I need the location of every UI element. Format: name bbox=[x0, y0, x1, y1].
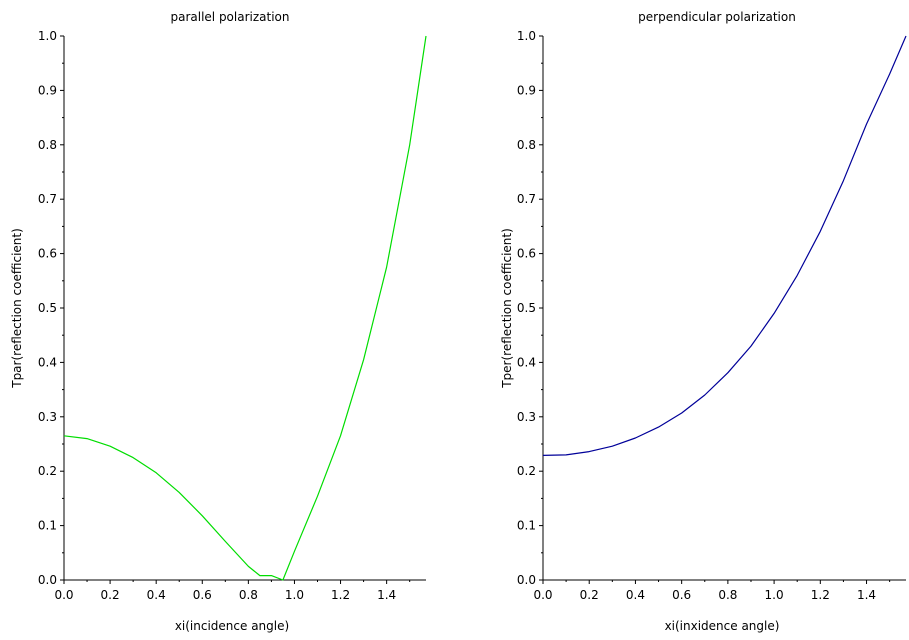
y-tick-label: 0.0 bbox=[517, 573, 536, 587]
y-tick-label: 0.7 bbox=[517, 192, 536, 206]
y-tick-label: 1.0 bbox=[38, 29, 57, 43]
chart-title: perpendicular polarization bbox=[638, 10, 796, 24]
plot-area: 0.0 0.1 0.2 0.3 0.4 0.5 0.6 0.7 0.8 0.9 1.0 0.0 0.2 0… bbox=[38, 29, 427, 602]
x-tick-label: 0.4 bbox=[147, 588, 166, 602]
perpendicular-polarization-panel: perpendicular polarization xi(inxidence … bbox=[500, 10, 907, 633]
x-tick-label: 1.0 bbox=[765, 588, 784, 602]
y-tick-label: 0.1 bbox=[38, 519, 57, 533]
y-tick-label: 0.9 bbox=[38, 83, 57, 97]
x-tick-label: 0.0 bbox=[54, 588, 73, 602]
y-tick-label: 0.7 bbox=[38, 192, 57, 206]
series-line bbox=[542, 35, 907, 456]
chart-title: parallel polarization bbox=[170, 10, 289, 24]
x-tick-label: 1.4 bbox=[377, 588, 396, 602]
series-line bbox=[63, 35, 427, 581]
x-axis-label: xi(inxidence angle) bbox=[665, 619, 780, 633]
x-tick-label: 0.6 bbox=[672, 588, 691, 602]
y-tick-label: 0.2 bbox=[517, 464, 536, 478]
y-tick-label: 1.0 bbox=[517, 29, 536, 43]
y-tick-label: 0.5 bbox=[38, 301, 57, 315]
y-tick-label: 0.2 bbox=[38, 464, 57, 478]
x-axis-label: xi(incidence angle) bbox=[175, 619, 289, 633]
y-tick-label: 0.6 bbox=[38, 247, 57, 261]
x-tick-label: 1.0 bbox=[285, 588, 304, 602]
y-axis-label: Tpar(reflection coefficient) bbox=[10, 228, 24, 389]
x-tick-label: 1.4 bbox=[857, 588, 876, 602]
x-tick-label: 0.2 bbox=[101, 588, 120, 602]
y-tick-label: 0.8 bbox=[38, 138, 57, 152]
y-tick-label: 0.4 bbox=[517, 355, 536, 369]
y-tick-label: 0.0 bbox=[38, 573, 57, 587]
x-tick-label: 0.4 bbox=[626, 588, 645, 602]
y-tick-label: 0.1 bbox=[517, 519, 536, 533]
x-tick-label: 1.2 bbox=[331, 588, 350, 602]
y-axis-label: Tper(reflection coefficient) bbox=[500, 228, 514, 389]
x-tick-label: 0.8 bbox=[718, 588, 737, 602]
y-tick-label: 0.4 bbox=[38, 355, 57, 369]
y-tick-label: 0.5 bbox=[517, 301, 536, 315]
y-tick-label: 0.3 bbox=[517, 410, 536, 424]
plot-area: 0.0 0.1 0.2 0.3 0.4 0.5 0.6 0.7 0.8 0.9 1.0 0.0 0.2 0… bbox=[517, 29, 907, 602]
x-tick-label: 0.2 bbox=[580, 588, 599, 602]
x-tick-label: 0.0 bbox=[533, 588, 552, 602]
y-tick-label: 0.8 bbox=[517, 138, 536, 152]
parallel-polarization-panel: parallel polarization xi(incidence angle… bbox=[10, 10, 427, 633]
y-tick-label: 0.6 bbox=[517, 247, 536, 261]
x-tick-label: 0.6 bbox=[193, 588, 212, 602]
y-tick-label: 0.3 bbox=[38, 410, 57, 424]
x-tick-label: 0.8 bbox=[239, 588, 258, 602]
y-tick-label: 0.9 bbox=[517, 83, 536, 97]
x-tick-label: 1.2 bbox=[811, 588, 830, 602]
